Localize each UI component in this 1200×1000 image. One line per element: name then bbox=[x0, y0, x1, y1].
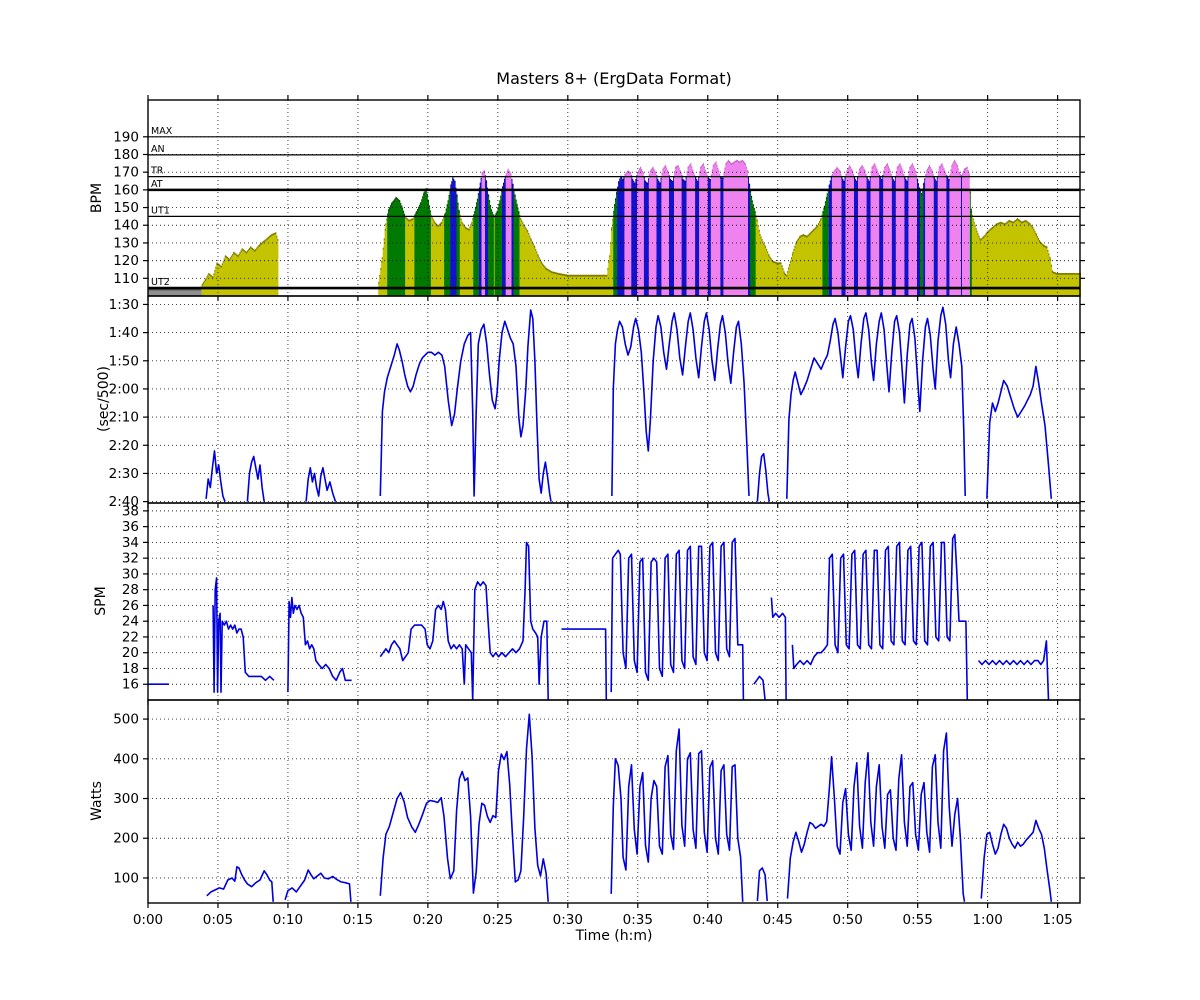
spm-series-line bbox=[977, 640, 1050, 700]
watts-series-line bbox=[786, 732, 966, 902]
y-tick-label: 150 bbox=[113, 200, 139, 216]
x-tick-label: 0:55 bbox=[903, 912, 933, 928]
hr-zone-fill bbox=[481, 161, 970, 296]
y-tick-label: 26 bbox=[122, 598, 139, 614]
y-tick-label: 20 bbox=[122, 645, 139, 661]
watts-series-line bbox=[379, 713, 549, 902]
watts-series-line bbox=[284, 869, 352, 902]
y-tick-label: 400 bbox=[113, 751, 139, 767]
y-axis-label-watts: Watts bbox=[89, 781, 105, 821]
pace-panel: 1:30 1:40 1:50 2:00 2:10 2:20 2:30 2:40 bbox=[109, 295, 1085, 510]
y-tick-label: 110 bbox=[113, 271, 139, 287]
y-tick-label: 500 bbox=[113, 712, 139, 728]
y-tick-label: 36 bbox=[122, 519, 139, 535]
y-tick-label: 38 bbox=[122, 503, 139, 519]
pace-series-line bbox=[305, 467, 337, 502]
x-tick-label: 0:40 bbox=[693, 912, 723, 928]
y-tick-label: 22 bbox=[122, 629, 139, 645]
watts-series-line bbox=[756, 867, 768, 902]
pace-series-line bbox=[246, 455, 265, 502]
pace-series-line bbox=[786, 306, 966, 499]
y-tick-label: 170 bbox=[113, 165, 139, 181]
y-tick-label: 100 bbox=[113, 870, 139, 886]
chart-title: Masters 8+ (ErgData Format) bbox=[496, 69, 732, 88]
pace-series-line bbox=[379, 309, 552, 502]
y-tick-label: 200 bbox=[113, 831, 139, 847]
y-tick-label: 1:30 bbox=[109, 297, 139, 313]
x-tick-label: 0:30 bbox=[553, 912, 583, 928]
x-tick-label: 0:50 bbox=[833, 912, 863, 928]
y-tick-label: 2:40 bbox=[109, 494, 139, 510]
spm-series-line bbox=[770, 597, 787, 700]
x-axis-label: Time (h:m) bbox=[575, 928, 653, 944]
hr-trace-line bbox=[387, 188, 972, 217]
x-tick-label: 1:05 bbox=[1042, 912, 1072, 928]
y-tick-label: 160 bbox=[113, 182, 139, 198]
spm-series-line bbox=[287, 596, 352, 693]
spm-series-line bbox=[212, 577, 275, 693]
zone-label-max: MAX bbox=[151, 126, 173, 137]
hr-zone-fill bbox=[148, 288, 202, 296]
y-tick-label: 30 bbox=[122, 566, 139, 582]
watts-series-line bbox=[206, 866, 274, 902]
zone-label-ut2: UT2 bbox=[151, 277, 170, 288]
y-tick-label: 130 bbox=[113, 235, 139, 251]
x-tick-label: 0:10 bbox=[273, 912, 303, 928]
x-tick-label: 0:15 bbox=[343, 912, 373, 928]
y-tick-label: 24 bbox=[122, 614, 139, 630]
y-tick-label: 120 bbox=[113, 253, 139, 269]
x-tick-label: 0:35 bbox=[623, 912, 653, 928]
watts-border bbox=[147, 699, 1081, 904]
spm-series-line bbox=[379, 541, 549, 700]
y-tick-label: 2:00 bbox=[109, 381, 139, 397]
x-tick-label: 0:20 bbox=[413, 912, 443, 928]
x-tick-label: 0:00 bbox=[133, 912, 163, 928]
y-tick-label: 180 bbox=[113, 147, 139, 163]
hr-trace-line bbox=[148, 286, 202, 291]
y-axis-label-bpm: BPM bbox=[89, 182, 105, 214]
zone-label-at: AT bbox=[151, 179, 163, 190]
y-tick-label: 300 bbox=[113, 791, 139, 807]
pace-series-line bbox=[756, 452, 771, 502]
y-tick-label: 16 bbox=[122, 677, 139, 693]
pace-series-line bbox=[986, 365, 1053, 499]
watts-series-line bbox=[610, 728, 744, 902]
y-tick-label: 2:10 bbox=[109, 410, 139, 426]
y-tick-label: 18 bbox=[122, 661, 139, 677]
watts-panel: 500 400 300 200 100 0:00 0:05 0:10 0:15 0:20 0:25 0… bbox=[113, 699, 1085, 928]
spm-series-line bbox=[791, 533, 969, 700]
spm-series-line bbox=[561, 628, 608, 700]
x-tick-label: 0:25 bbox=[483, 912, 513, 928]
pace-series-line bbox=[205, 450, 226, 502]
x-tick-label: 1:00 bbox=[972, 912, 1002, 928]
spm-series-line bbox=[753, 675, 766, 700]
zone-label-ut1: UT1 bbox=[151, 205, 170, 216]
y-tick-label: 34 bbox=[122, 535, 139, 551]
y-tick-label: 2:20 bbox=[109, 438, 139, 454]
zone-label-an: AN bbox=[151, 144, 165, 155]
y-tick-label: 28 bbox=[122, 582, 139, 598]
y-tick-label: 140 bbox=[113, 218, 139, 234]
y-tick-label: 2:30 bbox=[109, 466, 139, 482]
x-tick-label: 0:05 bbox=[203, 912, 233, 928]
zone-label-tr: TR bbox=[150, 166, 164, 177]
y-tick-label: 190 bbox=[113, 129, 139, 145]
y-axis-label-pace: (sec/500) bbox=[96, 366, 112, 432]
y-tick-label: 1:40 bbox=[109, 325, 139, 341]
hr-trace-line bbox=[481, 159, 970, 177]
y-tick-label: 1:50 bbox=[109, 353, 139, 369]
y-axis-label-spm: SPM bbox=[93, 586, 109, 616]
pace-series-line bbox=[611, 312, 750, 497]
y-tick-label: 32 bbox=[122, 551, 139, 567]
watts-series-line bbox=[980, 819, 1053, 902]
x-tick-label: 0:45 bbox=[763, 912, 793, 928]
spm-series-line bbox=[610, 537, 745, 700]
